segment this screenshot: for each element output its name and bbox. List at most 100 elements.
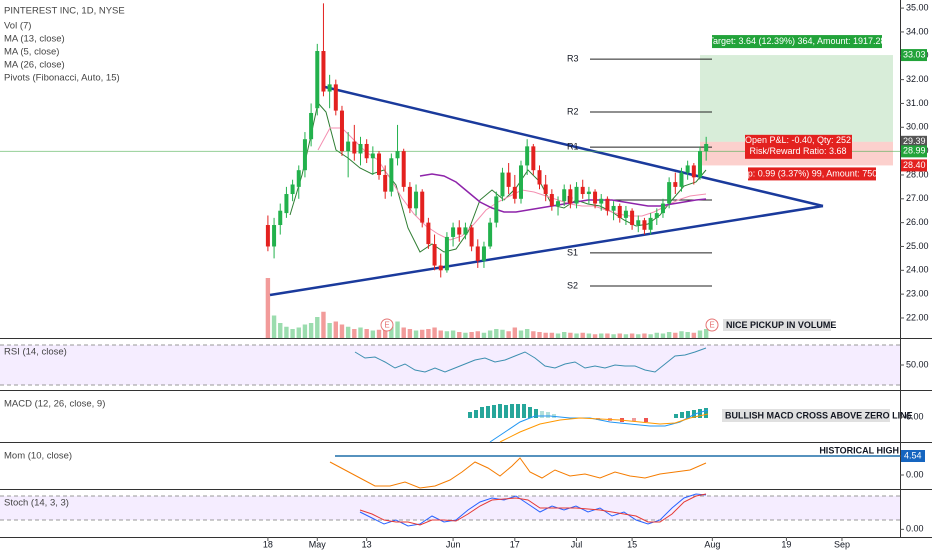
volume-bar — [321, 311, 326, 338]
candle-body — [685, 165, 690, 173]
volume-bar — [623, 334, 629, 338]
candle-body — [265, 225, 270, 247]
pnl-box — [745, 134, 852, 159]
candle-body — [531, 146, 536, 171]
candle-body — [327, 84, 332, 92]
study-label: MA (5, close) — [4, 47, 59, 58]
candle-body — [358, 143, 363, 154]
candle-body — [333, 84, 338, 111]
pane-tag — [901, 450, 925, 463]
x-tick-label: Jun — [446, 539, 461, 549]
candle-body — [543, 184, 548, 195]
volume-bar — [648, 334, 653, 338]
price-tag — [901, 135, 927, 148]
earnings-marker — [705, 318, 719, 332]
candle-body — [660, 203, 665, 214]
candle-body — [451, 227, 456, 237]
volume-bar — [605, 333, 610, 338]
pane-tick-label: 50.00 — [906, 359, 929, 369]
volume-bar — [382, 329, 388, 338]
candle-body — [556, 201, 561, 206]
volume-bar — [629, 333, 635, 338]
earnings-label: E — [709, 321, 714, 330]
candle-body — [469, 227, 474, 247]
volume-bar — [543, 332, 548, 338]
candle-body — [506, 172, 511, 187]
candle-body — [284, 194, 289, 214]
y-tick-label: 31.00 — [906, 98, 929, 108]
volume-bar — [284, 326, 289, 338]
trendline-upper — [324, 85, 824, 208]
candle-body — [309, 112, 314, 140]
candle-body — [580, 186, 585, 195]
pane-title: Mom (10, close) — [4, 451, 72, 462]
candle-body — [321, 51, 326, 92]
candle-body — [414, 191, 419, 209]
volume-bar — [278, 323, 283, 338]
price-tag-label: 28.40 — [903, 160, 926, 170]
annotation: BULLISH MACD CROSS ABOVE ZERO LINE — [725, 410, 913, 420]
volume-bar — [308, 323, 314, 338]
x-tick-label: May — [309, 539, 327, 549]
y-tick-label: 34.00 — [906, 26, 929, 36]
candle-body — [617, 205, 622, 218]
trendline-lower — [269, 204, 824, 297]
candle-body — [444, 236, 449, 271]
candle-body — [691, 165, 696, 178]
candle-body — [352, 141, 357, 154]
candle-body — [290, 184, 295, 195]
candle-body — [512, 186, 517, 199]
pane-tick-label: 4.54 — [904, 450, 922, 460]
stop-label: Stop: 0.99 (3.37%) 99, Amount: 750.52 — [734, 168, 890, 178]
y-tick-label: 32.00 — [906, 74, 929, 84]
volume-bar — [697, 330, 703, 338]
candle-body — [407, 186, 412, 209]
pivot-label: R1 — [567, 141, 579, 151]
target-box — [712, 35, 882, 49]
volume-bar — [500, 329, 505, 338]
volume-bar — [549, 332, 555, 338]
volume-bar — [666, 332, 672, 338]
volume-bar — [475, 331, 480, 338]
pane-tick-label: 0.00 — [906, 469, 924, 479]
pane-separators — [0, 0, 932, 538]
volume-bar — [333, 321, 339, 338]
price-tag — [901, 145, 927, 158]
pivot-label: S2 — [567, 280, 578, 290]
volume-bar — [413, 330, 419, 338]
stoch-d — [359, 493, 707, 526]
volume-bar — [315, 317, 320, 338]
candle-body — [272, 225, 277, 247]
rr-label: Risk/Reward Ratio: 3.68 — [749, 146, 846, 156]
momentum-line — [329, 457, 707, 489]
volume-bar — [636, 334, 641, 338]
candle-body — [568, 189, 573, 204]
volume-bar — [352, 329, 357, 338]
volume-bar — [339, 324, 345, 338]
volume-bar — [703, 329, 709, 338]
volume-bar — [389, 326, 394, 338]
volume-bar — [580, 332, 585, 338]
candle-body — [420, 191, 425, 223]
volume-bar — [685, 332, 690, 338]
volume-bar — [574, 333, 579, 338]
volume-bar — [407, 329, 413, 338]
candle-body — [673, 182, 678, 187]
candle-body — [377, 153, 382, 175]
annotation-box — [723, 319, 831, 331]
volume-bar — [450, 330, 456, 338]
volume-bar — [531, 331, 536, 338]
volume-bar — [617, 333, 622, 338]
pane-title: MACD (12, 26, close, 9) — [4, 399, 105, 410]
volume-bar — [345, 326, 351, 338]
volume-bar — [395, 321, 400, 338]
volume-bar — [568, 332, 573, 338]
study-label: Pivots (Fibonacci, Auto, 15) — [4, 73, 120, 84]
study-label: MA (26, close) — [4, 60, 65, 71]
volume-bar — [592, 334, 598, 338]
candle-body — [623, 210, 628, 218]
study-label: MA (13, close) — [4, 34, 65, 45]
candle-body — [475, 246, 480, 261]
volume-bar — [599, 333, 604, 338]
